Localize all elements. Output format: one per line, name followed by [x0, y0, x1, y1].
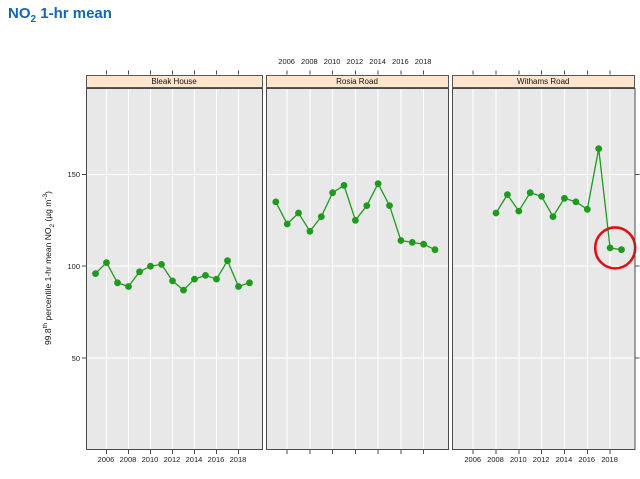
x-tick-label-bottom: 2018 — [601, 455, 618, 464]
data-point — [135, 268, 143, 276]
data-point — [113, 279, 121, 287]
data-point — [374, 180, 381, 187]
data-point — [168, 277, 176, 285]
y-axis-title-text3: (µg m — [43, 199, 54, 224]
data-point — [385, 202, 393, 209]
y-axis-title-text: 99.8 — [43, 328, 54, 345]
data-point — [283, 220, 291, 228]
data-point — [234, 283, 242, 290]
panel-border — [451, 88, 635, 450]
data-point — [583, 205, 591, 213]
panel-strip-bleak-house: Bleak House — [85, 74, 263, 88]
chart-title: NO2 1-hr mean — [8, 5, 112, 25]
data-point — [306, 227, 313, 235]
panel-strip-label-withams-road: Withams Road — [517, 76, 570, 86]
x-tick-label-top: 2018 — [414, 56, 432, 66]
data-point — [537, 193, 545, 200]
panel-withams-road — [451, 70, 639, 454]
x-tick-label-bottom: 2014 — [185, 455, 203, 464]
data-point — [617, 246, 625, 254]
panel-background — [85, 88, 263, 450]
x-tick-label-top: 2016 — [392, 56, 409, 66]
x-tick-label-bottom: 2008 — [119, 455, 137, 464]
data-point — [223, 257, 231, 265]
panel-strip-label-bleak-house: Bleak House — [151, 76, 197, 86]
x-tick-label-bottom: 2012 — [163, 455, 181, 464]
x-tick-label-bottom: 2016 — [207, 455, 225, 464]
x-tick-label-bottom: 2010 — [141, 455, 159, 464]
data-point — [431, 246, 438, 254]
panel-strip-withams-road: Withams Road — [451, 74, 635, 88]
x-tick-label-bottom: 2014 — [555, 455, 573, 464]
panel-background — [265, 88, 449, 450]
data-point — [212, 275, 220, 283]
data-point — [526, 189, 534, 197]
panel-bleak-house — [81, 70, 263, 454]
x-tick-label-bottom: 2012 — [532, 455, 550, 464]
data-point — [419, 240, 427, 248]
data-point — [146, 262, 154, 270]
data-point — [294, 209, 302, 217]
panel-canvas-withams-road — [451, 70, 639, 454]
panel-canvas-bleak-house — [81, 70, 263, 454]
data-point — [560, 194, 568, 202]
x-tick-label-bottom: 2016 — [578, 455, 596, 464]
data-point — [201, 272, 209, 279]
x-tick-label-top: 2008 — [301, 56, 318, 66]
data-point — [340, 182, 347, 189]
panel-border — [85, 88, 263, 450]
y-axis-title: 99.8th percentile 1-hr mean NO2 (µg m-3) — [42, 191, 56, 345]
y-tick-label: 50 — [71, 353, 80, 363]
chart-title-text: NO — [8, 5, 31, 22]
x-tick-label-top: 2012 — [346, 56, 364, 66]
data-point — [362, 202, 370, 209]
data-point — [408, 239, 416, 246]
x-tick-label-bottom: 2010 — [509, 455, 527, 464]
data-point — [351, 216, 359, 224]
data-point — [157, 261, 165, 268]
y-axis-title-sup: th — [42, 322, 50, 329]
panel-canvas-rosia-road — [265, 70, 449, 454]
data-point — [572, 198, 579, 206]
data-point — [328, 189, 336, 197]
x-tick-label-bottom: 2018 — [229, 455, 247, 464]
data-point — [179, 286, 187, 294]
x-tick-label-top: 2006 — [278, 56, 295, 66]
x-tick-label-bottom: 2008 — [487, 455, 504, 464]
x-tick-label-bottom: 2006 — [97, 455, 115, 464]
panel-border — [265, 88, 449, 450]
y-axis-title-sub: 2 — [48, 223, 56, 228]
y-axis-title-sup2: -3 — [42, 193, 50, 200]
data-point — [606, 244, 613, 252]
data-point — [317, 213, 325, 220]
y-tick-label: 100 — [67, 261, 80, 271]
x-tick-label-bottom: 2006 — [464, 455, 482, 464]
panel-strip-rosia-road: Rosia Road — [265, 74, 449, 88]
panel-strip-label-rosia-road: Rosia Road — [336, 76, 378, 86]
data-point — [503, 191, 511, 198]
data-point — [397, 237, 404, 244]
data-point — [594, 145, 602, 152]
data-point — [91, 270, 99, 277]
data-point — [492, 209, 499, 217]
panel-background — [451, 88, 635, 450]
x-tick-label-top: 2014 — [369, 56, 386, 66]
panel-rosia-road — [265, 70, 449, 454]
y-axis-title-text4: ) — [43, 191, 54, 194]
y-axis-title-text2: percentile 1-hr mean NO — [43, 227, 54, 323]
data-point — [190, 275, 198, 283]
chart-title-subscript: 2 — [30, 14, 37, 25]
data-point — [102, 259, 110, 266]
data-point — [549, 213, 556, 220]
data-point — [245, 279, 253, 287]
data-point — [124, 283, 132, 290]
x-tick-label-top: 2010 — [323, 56, 341, 66]
chart-title-rest: 1-hr mean — [36, 5, 112, 22]
data-point — [271, 198, 279, 206]
data-point — [514, 207, 522, 215]
y-tick-label: 150 — [67, 169, 80, 179]
